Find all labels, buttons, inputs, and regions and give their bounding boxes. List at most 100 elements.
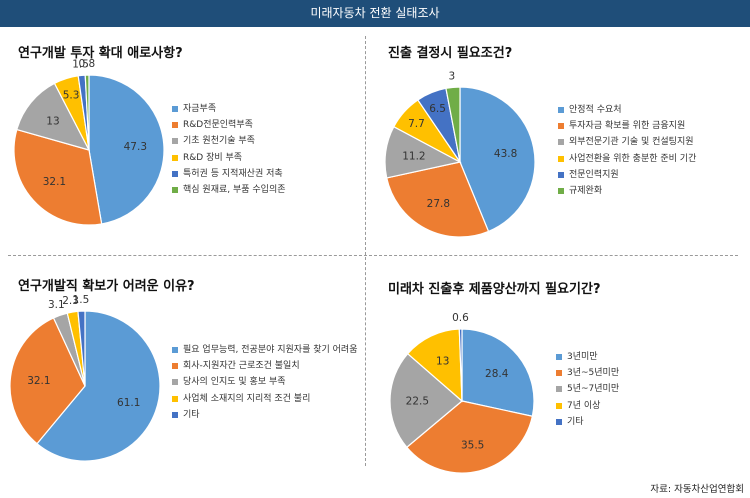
legend-label: 기타 xyxy=(567,416,584,427)
legend-label: 회사-지원자간 근로조건 불일치 xyxy=(183,361,300,372)
pie-slice xyxy=(461,328,535,417)
legend-swatch xyxy=(172,106,178,112)
chart-3-title: 연구개발직 확보가 어려운 이유? xyxy=(18,279,195,294)
legend-swatch xyxy=(172,138,178,145)
legend-label: 5년~7년미만 xyxy=(567,384,620,395)
legend-label: 핵심 원재료, 부품 수입의존 xyxy=(183,184,286,195)
legend-swatch xyxy=(556,386,562,393)
pie-slice xyxy=(458,328,463,402)
legend-item: 3년~5년미만 xyxy=(556,365,619,381)
pie-data-label: 35.5 xyxy=(461,439,484,451)
legend-item: 3년미만 xyxy=(556,349,619,365)
chart-4-title: 미래차 진출후 제품양산까지 필요기간? xyxy=(388,282,601,297)
legend-label: R&D전문인력부족 xyxy=(183,120,253,131)
header-title: 미래자동차 전환 실태조사 xyxy=(310,6,440,20)
pie-data-label: 11.2 xyxy=(402,151,425,163)
pie-slice xyxy=(385,161,490,238)
chart-2-title: 진출 결정시 필요조건? xyxy=(388,46,513,61)
legend-label: 필요 업무능력, 전공분야 지원자를 찾기 어려움 xyxy=(183,345,358,355)
legend-swatch xyxy=(172,395,178,402)
legend-swatch xyxy=(558,155,564,162)
pie-data-label: 32.1 xyxy=(27,375,50,387)
legend-swatch xyxy=(558,139,564,146)
pie-slice xyxy=(405,400,534,474)
legend-item: 필요 업무능력, 전공분야 지원자를 찾기 어려움 xyxy=(172,342,358,358)
legend-item: 회사-지원자간 근로조건 불일치 xyxy=(172,358,358,374)
pie-data-label: 13 xyxy=(436,356,449,368)
legend-label: 안정적 수요처 xyxy=(569,105,622,115)
legend-item: 당사의 인지도 및 홍보 부족 xyxy=(172,374,358,390)
legend-label: 외부전문기관 기술 및 컨설팅지원 xyxy=(569,137,694,148)
pie-slice xyxy=(16,82,91,151)
legend-item: 기타 xyxy=(556,414,619,430)
legend-label: 특허권 등 지적재산권 저촉 xyxy=(183,168,283,179)
pie-slice xyxy=(88,74,165,225)
legend-swatch xyxy=(558,107,564,113)
legend-swatch xyxy=(558,123,564,130)
vertical-divider xyxy=(365,36,366,466)
legend-item: 투자자금 확보를 위한 금융지원 xyxy=(558,118,696,134)
pie-slice xyxy=(77,310,86,387)
pie-data-label: 0.6 xyxy=(452,312,469,324)
pie-data-label: 5.3 xyxy=(63,89,80,101)
legend-item: 규제완화 xyxy=(558,183,696,199)
pie-slice xyxy=(389,352,463,449)
pie-data-label: 27.8 xyxy=(427,198,450,210)
legend-swatch xyxy=(556,418,562,425)
legend-item: 핵심 원재료, 부품 수입의존 xyxy=(172,182,286,198)
legend-label: 사업체 소재지의 지리적 조건 불리 xyxy=(183,393,311,404)
pie-data-label: 6.5 xyxy=(429,103,446,115)
pie-slice xyxy=(406,328,463,403)
legend-label: 투자자금 확보를 위한 금융지원 xyxy=(569,121,686,132)
legend-swatch xyxy=(556,402,562,409)
legend-swatch xyxy=(172,186,178,193)
pie-slice xyxy=(13,128,103,226)
chart-1-title: 연구개발 투자 확대 애로사항? xyxy=(18,46,183,61)
pie-data-label: 3 xyxy=(448,70,455,82)
pie-data-label: 32.1 xyxy=(43,176,66,188)
legend-item: 안정적 수요처 xyxy=(558,102,696,118)
pie-data-label: 47.3 xyxy=(124,141,147,153)
pie-data-label: 3.1 xyxy=(48,299,65,311)
legend-swatch xyxy=(556,370,562,377)
pie-data-label: 1.5 xyxy=(72,58,89,70)
legend-label: 규제완화 xyxy=(569,185,603,196)
legend-swatch xyxy=(172,154,178,161)
legend-item: R&D전문인력부족 xyxy=(172,117,286,133)
legend-swatch xyxy=(172,379,178,386)
legend-item: 외부전문기관 기술 및 컨설팅지원 xyxy=(558,134,696,150)
legend-label: 당사의 인지도 및 홍보 부족 xyxy=(183,377,286,388)
legend-label: 전문인력지원 xyxy=(569,169,619,180)
legend-label: 기타 xyxy=(183,409,200,420)
legend-label: 3년미만 xyxy=(567,352,598,362)
legend-item: 기초 원천기술 부족 xyxy=(172,133,286,149)
legend-label: 자금부족 xyxy=(183,104,217,114)
legend-item: 특허권 등 지적재산권 저촉 xyxy=(172,166,286,182)
horizontal-divider xyxy=(8,255,738,256)
legend-swatch xyxy=(172,363,178,370)
pie-data-label: 1.5 xyxy=(73,294,90,306)
legend-item: 전문인력지원 xyxy=(558,167,696,183)
legend-swatch xyxy=(172,122,178,129)
pie-data-label: 2.3 xyxy=(62,295,79,307)
legend-item: 자금부족 xyxy=(172,101,286,117)
legend-swatch xyxy=(172,411,178,418)
legend-item: 7년 이상 xyxy=(556,398,619,414)
pie-data-label: 28.4 xyxy=(485,368,509,380)
pie-slice xyxy=(9,317,86,445)
legend-swatch xyxy=(172,347,178,353)
legend-item: R&D 장비 부족 xyxy=(172,150,286,166)
pie-slice xyxy=(84,74,90,151)
pie-data-label: 0.8 xyxy=(78,58,95,70)
legend-item: 기타 xyxy=(172,407,358,423)
legend-item: 5년~7년미만 xyxy=(556,381,619,397)
legend-label: 3년~5년미만 xyxy=(567,368,620,379)
